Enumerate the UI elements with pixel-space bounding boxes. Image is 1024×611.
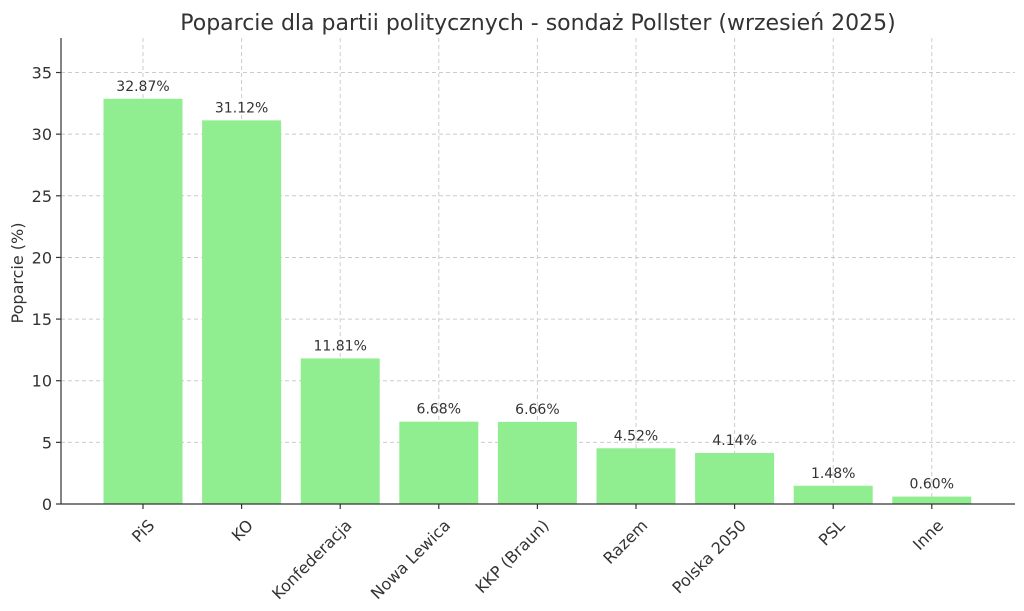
data-label: 11.81% (314, 338, 367, 354)
bar (202, 120, 282, 505)
chart-title: Poparcie dla partii politycznych - sonda… (180, 11, 895, 36)
x-ticks-layer: PiS KO Konfederacja Nowa Lewica KKP (Braun) R… (128, 504, 947, 603)
bar (497, 421, 577, 504)
x-tick-label: KKP (Braun) (472, 516, 553, 597)
data-label: 31.12% (215, 100, 268, 116)
data-label: 1.48% (811, 466, 855, 482)
x-tick-label: KO (228, 516, 257, 545)
x-tick-label: Konfederacja (268, 516, 355, 603)
bar (300, 358, 380, 504)
data-label: 4.14% (712, 433, 756, 449)
bar (793, 485, 873, 504)
bars-layer (103, 98, 972, 505)
y-tick-label: 0 (42, 495, 52, 514)
y-tick-label: 35 (32, 64, 52, 83)
data-label: 32.87% (116, 79, 169, 95)
data-label: 6.66% (515, 402, 559, 418)
bar (596, 448, 676, 504)
y-ticks-layer: 0 5 10 15 20 25 30 35 (32, 64, 61, 514)
x-tick-label: PSL (815, 516, 849, 550)
bar (892, 496, 972, 504)
x-tick-label: Inne (909, 516, 947, 554)
y-tick-label: 30 (32, 125, 52, 144)
y-tick-label: 5 (42, 433, 52, 452)
x-tick-label: PiS (128, 516, 158, 546)
x-tick-label: Nowa Lewica (367, 516, 454, 603)
y-tick-label: 20 (32, 248, 52, 267)
x-tick-label: Polska 2050 (668, 516, 749, 597)
y-tick-label: 25 (32, 187, 52, 206)
x-tick-label: Razem (599, 516, 651, 568)
data-label: 0.60% (910, 477, 954, 493)
y-tick-label: 10 (32, 372, 52, 391)
bar (399, 421, 479, 504)
bar (695, 452, 775, 504)
bar (103, 98, 183, 504)
data-labels-layer: 32.87% 31.12% 11.81% 6.68% 6.66% 4.52% 4.14% 1.… (116, 79, 954, 493)
y-axis-label: Poparcie (%) (8, 223, 27, 324)
y-tick-label: 15 (32, 310, 52, 329)
data-label: 4.52% (614, 428, 658, 444)
data-label: 6.68% (417, 402, 461, 418)
